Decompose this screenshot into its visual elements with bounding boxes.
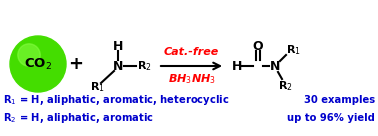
Text: up to 96% yield: up to 96% yield <box>287 113 375 123</box>
Text: R$_2$ = H, aliphatic, aromatic: R$_2$ = H, aliphatic, aromatic <box>3 111 154 125</box>
Text: Cat.-free: Cat.-free <box>164 47 219 57</box>
Text: O: O <box>253 39 263 52</box>
Text: R$_1$ = H, aliphatic, aromatic, heterocyclic: R$_1$ = H, aliphatic, aromatic, heterocy… <box>3 93 229 107</box>
Circle shape <box>10 36 66 92</box>
Text: N: N <box>113 60 123 72</box>
Text: R$_1$: R$_1$ <box>285 43 301 57</box>
Text: BH$_3$NH$_3$: BH$_3$NH$_3$ <box>167 72 215 86</box>
Text: R$_2$: R$_2$ <box>277 79 293 93</box>
Text: CO$_2$: CO$_2$ <box>24 56 52 72</box>
Text: +: + <box>68 55 84 73</box>
Text: N: N <box>270 60 280 72</box>
Text: 30 examples: 30 examples <box>304 95 375 105</box>
Text: R$_1$: R$_1$ <box>90 80 104 94</box>
Circle shape <box>18 44 40 66</box>
Text: H: H <box>232 60 242 72</box>
Text: H: H <box>113 39 123 52</box>
Text: R$_2$: R$_2$ <box>136 59 152 73</box>
